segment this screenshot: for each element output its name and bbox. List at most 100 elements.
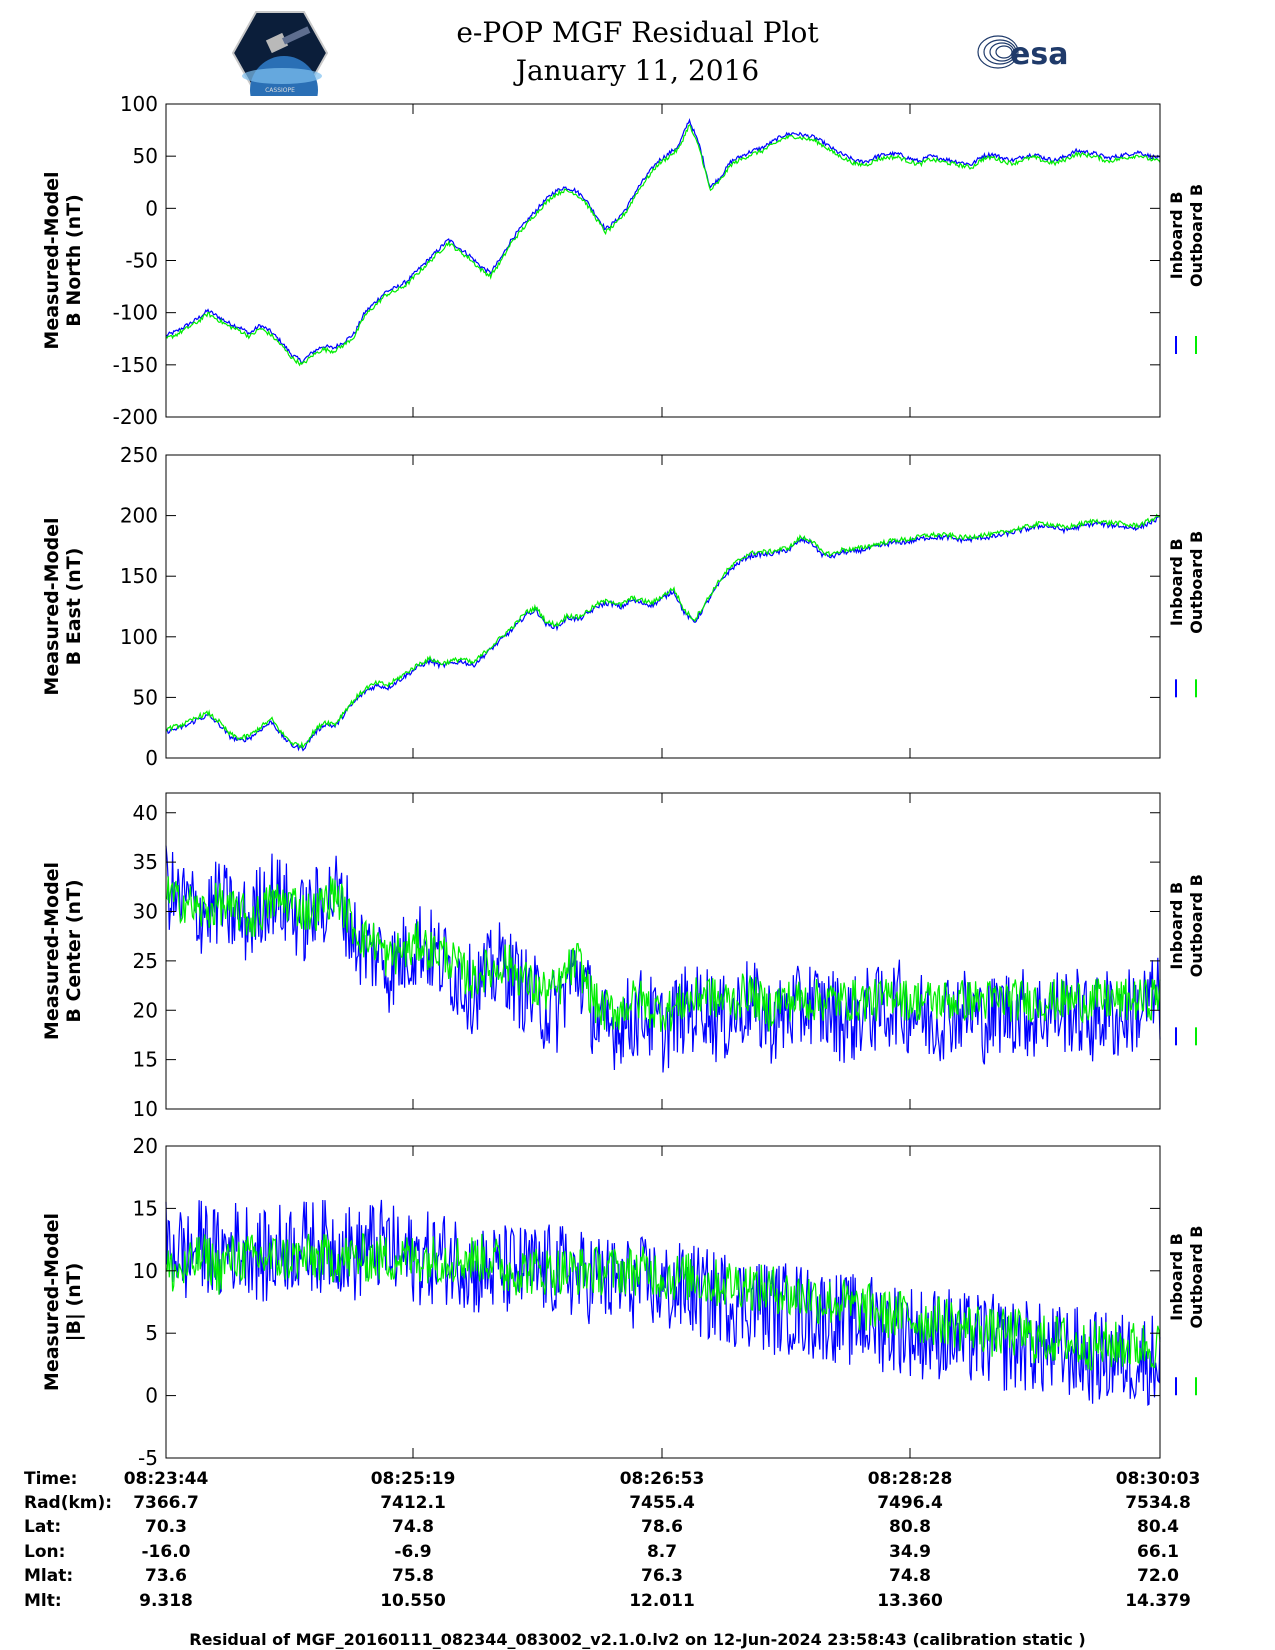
y-axis-label-line1: Measured-Model — [41, 171, 63, 349]
orbit-row-label: Lon: — [24, 1542, 65, 1562]
y-axis-label-line2: B North (nT) — [63, 194, 85, 327]
axes-frame — [165, 454, 1161, 759]
orbit-table-cell: 08:26:53 — [620, 1469, 705, 1489]
orbit-table-cell: 78.6 — [641, 1517, 683, 1537]
y-axis-label: Measured-ModelB East (nT) — [41, 517, 85, 695]
y-axis-label-line2: B East (nT) — [63, 548, 85, 666]
orbit-table-cell: 7412.1 — [380, 1493, 446, 1513]
legend-label-outboard: Outboard B — [1187, 874, 1206, 977]
chart-title-line1: e-POP MGF Residual Plot — [456, 16, 819, 49]
panel-2: 250 200 150 100 50 0 Measured-ModelB East (nT)… — [41, 443, 1206, 770]
legend-label-outboard: Outboard B — [1187, 184, 1206, 287]
axes-frame — [165, 103, 1161, 418]
y-tick-label: -5 — [138, 1446, 158, 1470]
y-tick-label: -100 — [113, 301, 158, 325]
orbit-table-cell: 08:23:44 — [124, 1469, 209, 1489]
y-tick-label: 0 — [145, 1384, 158, 1408]
orbit-table-cell: 70.3 — [145, 1517, 187, 1537]
orbit-row-label: Mlat: — [24, 1566, 73, 1586]
orbit-table-cell: 75.8 — [392, 1566, 434, 1586]
orbit-table-cell: 80.8 — [889, 1517, 931, 1537]
orbit-table-cell: 74.8 — [889, 1566, 931, 1586]
orbit-table-cell: 7496.4 — [877, 1493, 943, 1513]
y-axis-label: Measured-Model|B| (nT) — [41, 1213, 85, 1391]
panel-4: 20 15 10 5 0 -5 Measured-Model|B| (nT) Inboard … — [41, 1134, 1206, 1470]
y-tick-label: 50 — [133, 685, 158, 709]
orbit-table-cell: 10.550 — [380, 1591, 446, 1611]
orbit-table-cell: 76.3 — [641, 1566, 683, 1586]
orbit-row-label: Time: — [24, 1469, 77, 1489]
y-axis-label: Measured-ModelB North (nT) — [41, 171, 85, 349]
orbit-table-cell: 8.7 — [647, 1542, 677, 1562]
y-tick-label: 150 — [120, 564, 158, 588]
orbit-table-cell: 08:30:03 — [1116, 1469, 1201, 1489]
orbit-table-cell: 9.318 — [139, 1591, 193, 1611]
orbit-table-cell: 72.0 — [1137, 1566, 1179, 1586]
panel-1: 100 50 0 -50 -100 -150 -200 Measured-ModelB Nor… — [41, 92, 1206, 429]
y-tick-label: -50 — [125, 249, 158, 273]
y-tick-label: 0 — [145, 746, 158, 770]
orbit-table-cell: 13.360 — [877, 1591, 943, 1611]
y-axis-label-line2: B Center (nT) — [63, 879, 85, 1022]
y-axis-label-line1: Measured-Model — [41, 862, 63, 1040]
legend-label-inboard: Inboard B — [1167, 882, 1186, 970]
esa-logo-text: esa — [1010, 37, 1068, 72]
y-tick-label: 50 — [133, 144, 158, 168]
y-tick-label: 25 — [133, 949, 158, 973]
legend-label-inboard: Inboard B — [1167, 192, 1186, 280]
orbit-table-cell: -16.0 — [142, 1542, 191, 1562]
y-tick-label: 250 — [120, 443, 158, 467]
cassiope-logo: CASSIOPE — [232, 11, 328, 96]
y-axis-label: Measured-ModelB Center (nT) — [41, 862, 85, 1040]
y-axis-label-line1: Measured-Model — [41, 517, 63, 695]
orbit-table: Time: Rad(km): Lat: Lon: Mlat: Mlt: 08:23:44 73… — [24, 1469, 1200, 1611]
axes-frame — [165, 1145, 1161, 1459]
y-tick-label: 15 — [133, 1048, 158, 1072]
y-axis-label-line1: Measured-Model — [41, 1213, 63, 1391]
series-line-inboard — [166, 515, 1161, 752]
esa-logo: esa — [977, 35, 1068, 72]
orbit-table-cell: 74.8 — [392, 1517, 434, 1537]
legend-label-inboard: Inboard B — [1167, 1233, 1186, 1321]
orbit-table-cell: 7534.8 — [1125, 1493, 1191, 1513]
orbit-table-cell: 12.011 — [629, 1591, 695, 1611]
legend: Inboard B Outboard B — [1167, 531, 1206, 698]
orbit-table-cell: -6.9 — [394, 1542, 431, 1562]
series-line-inboard — [165, 845, 1161, 1073]
panel-3: 40 35 30 25 20 15 10 Measured-ModelB Center (nT… — [41, 792, 1206, 1121]
y-tick-label: 35 — [133, 850, 158, 874]
series-line-inboard — [165, 1199, 1161, 1406]
y-axis-label-line2: |B| (nT) — [63, 1263, 85, 1342]
axes-frame — [165, 792, 1161, 1110]
legend: Inboard B Outboard B — [1167, 184, 1206, 355]
y-tick-label: 5 — [145, 1321, 158, 1345]
chart-title-line2: January 11, 2016 — [515, 54, 760, 87]
y-tick-label: 20 — [133, 998, 158, 1022]
orbit-table-cell: 34.9 — [889, 1542, 931, 1562]
orbit-table-cell: 66.1 — [1137, 1542, 1179, 1562]
legend-label-outboard: Outboard B — [1187, 1226, 1206, 1329]
legend: Inboard B Outboard B — [1167, 874, 1206, 1046]
legend: Inboard B Outboard B — [1167, 1226, 1206, 1396]
cassiope-logo-text: CASSIOPE — [265, 87, 295, 94]
y-tick-label: 30 — [133, 900, 158, 924]
y-tick-label: 10 — [133, 1097, 158, 1121]
y-tick-label: 20 — [133, 1134, 158, 1158]
y-tick-label: 40 — [133, 801, 158, 825]
footer-caption: Residual of MGF_20160111_082344_083002_v… — [189, 1630, 1086, 1649]
legend-label-inboard: Inboard B — [1167, 538, 1186, 626]
y-tick-label: -200 — [113, 405, 158, 429]
orbit-table-cell: 80.4 — [1137, 1517, 1179, 1537]
legend-label-outboard: Outboard B — [1187, 531, 1206, 634]
y-tick-label: -150 — [113, 353, 158, 377]
orbit-table-cell: 7366.7 — [133, 1493, 199, 1513]
orbit-row-label: Rad(km): — [24, 1493, 112, 1513]
orbit-table-cell: 08:28:28 — [868, 1469, 953, 1489]
orbit-row-label: Lat: — [24, 1517, 61, 1537]
orbit-table-cell: 14.379 — [1125, 1591, 1191, 1611]
series-line-outboard — [165, 1233, 1161, 1371]
series-line-inboard — [165, 118, 1161, 365]
orbit-table-cell: 73.6 — [145, 1566, 187, 1586]
y-tick-label: 200 — [120, 504, 158, 528]
